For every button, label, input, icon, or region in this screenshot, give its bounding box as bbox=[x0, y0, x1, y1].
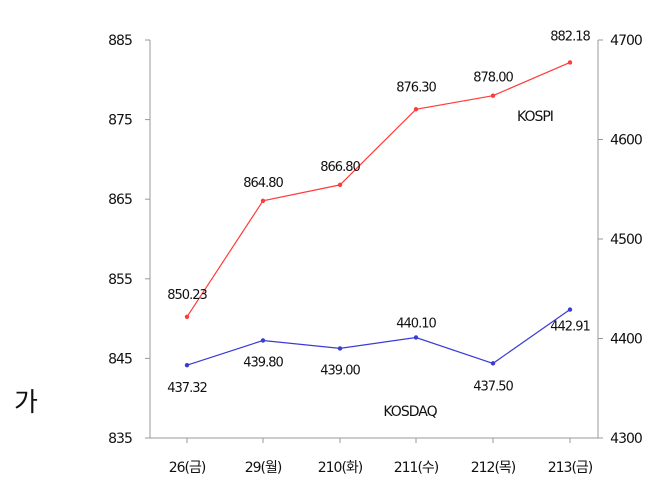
data-label: 864.80 bbox=[243, 176, 283, 191]
y-right-tick-label: 4600 bbox=[610, 133, 642, 149]
data-label: 878.00 bbox=[473, 71, 513, 86]
data-point bbox=[413, 335, 419, 340]
data-label: 876.30 bbox=[396, 80, 436, 95]
data-label: 437.50 bbox=[473, 379, 513, 394]
side-label: 가 bbox=[14, 388, 38, 418]
data-point bbox=[184, 314, 190, 319]
data-point bbox=[260, 338, 266, 343]
data-label: 882.18 bbox=[550, 29, 590, 44]
y-left-tick-label: 855 bbox=[108, 272, 132, 288]
x-tick-label: 213(금) bbox=[548, 460, 593, 476]
y-left-tick-label: 875 bbox=[108, 113, 132, 129]
y-right-tick-label: 4500 bbox=[610, 232, 642, 248]
data-label: 439.00 bbox=[320, 363, 360, 378]
y-left-tick-label: 885 bbox=[108, 33, 132, 49]
x-tick-label: 210(화) bbox=[318, 460, 363, 476]
y-right-tick-label: 4700 bbox=[610, 33, 642, 49]
data-point bbox=[337, 346, 343, 351]
series-line bbox=[186, 309, 571, 366]
y-right-tick-label: 4400 bbox=[610, 332, 642, 348]
data-label: 440.10 bbox=[396, 317, 436, 332]
x-tick-label: 29(월) bbox=[245, 460, 282, 476]
x-tick-label: 26(금) bbox=[169, 460, 206, 476]
data-point bbox=[567, 307, 573, 312]
x-tick-label: 212(목) bbox=[471, 460, 516, 476]
data-point bbox=[413, 107, 419, 112]
x-tick-label: 211(수) bbox=[394, 460, 439, 476]
data-label: 442.91 bbox=[550, 320, 590, 335]
data-label: 866.80 bbox=[320, 160, 360, 175]
data-point bbox=[567, 60, 573, 65]
y-left-tick-label: 835 bbox=[108, 431, 132, 447]
y-left-tick-label: 845 bbox=[108, 351, 132, 367]
data-label: 850.23 bbox=[167, 288, 207, 303]
data-point bbox=[490, 361, 496, 366]
data-point bbox=[337, 182, 343, 188]
data-point bbox=[260, 198, 266, 203]
y-left-tick-label: 865 bbox=[108, 192, 132, 208]
series-label-kospi: KOSPI bbox=[517, 109, 553, 125]
series-line bbox=[186, 61, 571, 318]
data-label: 439.80 bbox=[243, 355, 283, 370]
data-point bbox=[184, 362, 190, 368]
series-label-kosdaq: KOSDAQ bbox=[383, 404, 437, 420]
y-right-tick-label: 4300 bbox=[610, 431, 642, 447]
data-label: 437.32 bbox=[167, 381, 207, 396]
data-point bbox=[490, 93, 496, 98]
